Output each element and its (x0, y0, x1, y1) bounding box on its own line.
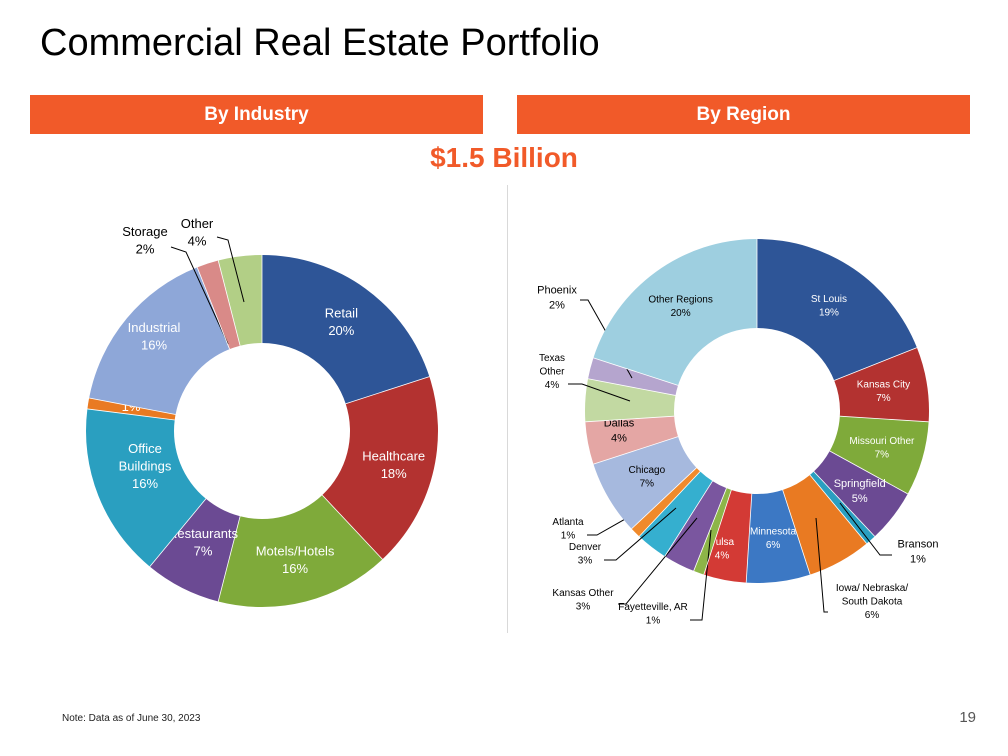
slice-separator (809, 474, 867, 544)
data-label-healthcare: Healthcare 18% (362, 449, 425, 482)
slice-separator (745, 493, 753, 583)
slice-separator (829, 450, 908, 495)
slice-industrial (89, 267, 230, 415)
by-region-header: By Region (517, 95, 970, 134)
region-donut-chart: St Louis 19% Kansas City 7% Missouri Other 7%… (537, 239, 938, 626)
leader-line-branson (839, 502, 892, 556)
slice-kansas-other (664, 481, 727, 571)
slice-st-louis (757, 239, 917, 381)
data-label-atlanta: Atlanta 1% (552, 517, 584, 542)
slice-separator (585, 415, 675, 423)
leader-line-storage (170, 246, 229, 345)
slice-fayetteville-ar (693, 488, 732, 575)
slice-branson (809, 471, 875, 544)
slice-dallas (585, 416, 679, 465)
slice-healthcare (322, 376, 438, 560)
slice-separator (834, 347, 918, 381)
slice-separator (587, 378, 676, 396)
slice-separator (664, 480, 713, 557)
slice-missouri-other (829, 416, 929, 494)
data-label-denver: Denver 3% (569, 542, 602, 567)
data-label-fayetteville-ar: Fayetteville, AR 1% (618, 602, 687, 627)
data-label-industrial: Industrial 16% (128, 320, 181, 353)
data-label-other-regions: Other Regions 20% (648, 295, 712, 320)
data-label-iowa-nebraska-south-dakota: Iowa/ Nebraska/South Dakota 6% (836, 583, 908, 621)
data-label-texas-other: Texas Other 4% (539, 353, 565, 391)
leader-line-fayetteville-ar (690, 529, 712, 621)
slice-minnesota (746, 489, 811, 583)
leader-line-other (216, 236, 245, 303)
data-label-motels-hotels: Motels/Hotels 16% (256, 544, 335, 577)
slice-separator (693, 488, 727, 572)
data-label-minnesota: Minnesota 6% (750, 527, 797, 552)
slice-storage (197, 260, 241, 350)
slice-separator (593, 357, 679, 386)
slice-separator (196, 267, 230, 350)
data-label-kansas-other: Kansas Other 3% (552, 588, 614, 613)
slice-separator (638, 471, 701, 537)
leader-line-kansas-other (618, 517, 698, 605)
slice-springfield (813, 450, 908, 537)
slice-separator (813, 471, 876, 537)
slice-recreational-facilities (87, 398, 176, 420)
slice-other-regions (593, 239, 757, 386)
page-number: 19 (959, 709, 976, 726)
data-label-chicago: Chicago 7% (628, 465, 665, 490)
data-label-office-buildings: Office Buildings 16% (119, 441, 172, 491)
data-label-missouri-other: Missouri Other 7% (849, 436, 915, 461)
slice-separator (149, 498, 207, 567)
slice-separator (631, 467, 697, 530)
slice-other (218, 254, 262, 346)
data-label-other: Other 4% (181, 216, 214, 249)
slice-denver (639, 471, 713, 557)
slide-title: Commercial Real Estate Portfolio (40, 22, 600, 64)
slice-motels-hotels (218, 495, 383, 607)
data-label-kansas-city: Kansas City 7% (857, 380, 910, 405)
slice-separator (87, 408, 175, 421)
slice-tulsa (703, 489, 752, 583)
by-industry-header: By Industry (30, 95, 483, 134)
slice-separator (703, 489, 732, 575)
slice-chicago (593, 436, 697, 529)
leader-line-denver (604, 507, 677, 561)
data-label-retail: Retail 20% (325, 306, 358, 339)
footnote: Note: Data as of June 30, 2023 (62, 713, 201, 724)
slice-atlanta (631, 467, 701, 537)
slice-separator (782, 489, 811, 575)
slice-separator (345, 376, 430, 405)
slice-separator (217, 516, 241, 602)
data-label-springfield: Springfield 5% (834, 478, 886, 505)
data-label-storage: Storage 2% (122, 224, 168, 257)
data-label-branson: Branson 1% (898, 538, 939, 565)
portfolio-total: $1.5 Billion (430, 142, 578, 173)
slice-phoenix (588, 357, 679, 396)
slice-separator (89, 397, 176, 415)
data-label-tulsa: Tulsa 4% (710, 537, 735, 562)
chart-divider (507, 185, 508, 633)
slice-retail (262, 255, 430, 404)
leader-line-iowa-nebraska-south-dakota (815, 517, 828, 613)
slice-kansas-city (834, 347, 929, 422)
data-label-st-louis: St Louis 19% (811, 294, 847, 319)
slice-texas-other (584, 378, 676, 422)
slice-office-buildings (85, 408, 206, 567)
slice-restaurants (149, 498, 241, 602)
data-label-restaurants: Restaurants 7% (168, 526, 239, 559)
slice-separator (839, 415, 929, 423)
slice-separator (593, 436, 679, 465)
slice-separator (217, 260, 241, 346)
industry-donut-chart: Retail 20% Healthcare 18% Motels/Hotels 16% Re… (85, 216, 438, 607)
slice-separator (321, 494, 383, 560)
slice-iowa-nebraska-south-dakota (782, 474, 867, 575)
leader-line-texas-other (568, 383, 631, 402)
data-label-phoenix: Phoenix 2% (537, 284, 577, 311)
